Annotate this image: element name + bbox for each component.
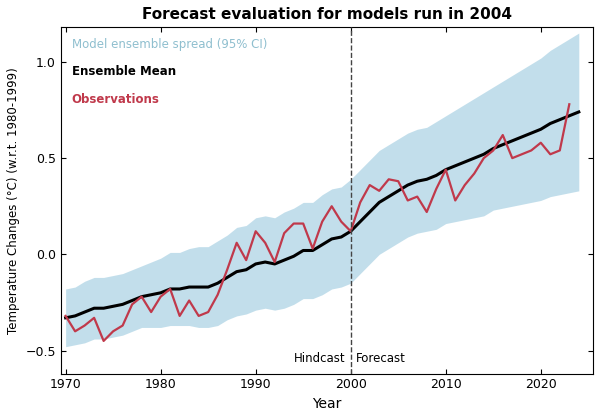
- Text: Observations: Observations: [71, 93, 160, 106]
- Y-axis label: Temperature Changes (°C) (w.r.t. 1980-1999): Temperature Changes (°C) (w.r.t. 1980-19…: [7, 67, 20, 334]
- Title: Forecast evaluation for models run in 2004: Forecast evaluation for models run in 20…: [142, 7, 512, 22]
- Text: Hindcast: Hindcast: [295, 352, 346, 365]
- Text: Ensemble Mean: Ensemble Mean: [71, 65, 176, 79]
- Text: Forecast: Forecast: [355, 352, 406, 365]
- Text: Model ensemble spread (95% CI): Model ensemble spread (95% CI): [71, 38, 267, 51]
- X-axis label: Year: Year: [312, 397, 341, 411]
